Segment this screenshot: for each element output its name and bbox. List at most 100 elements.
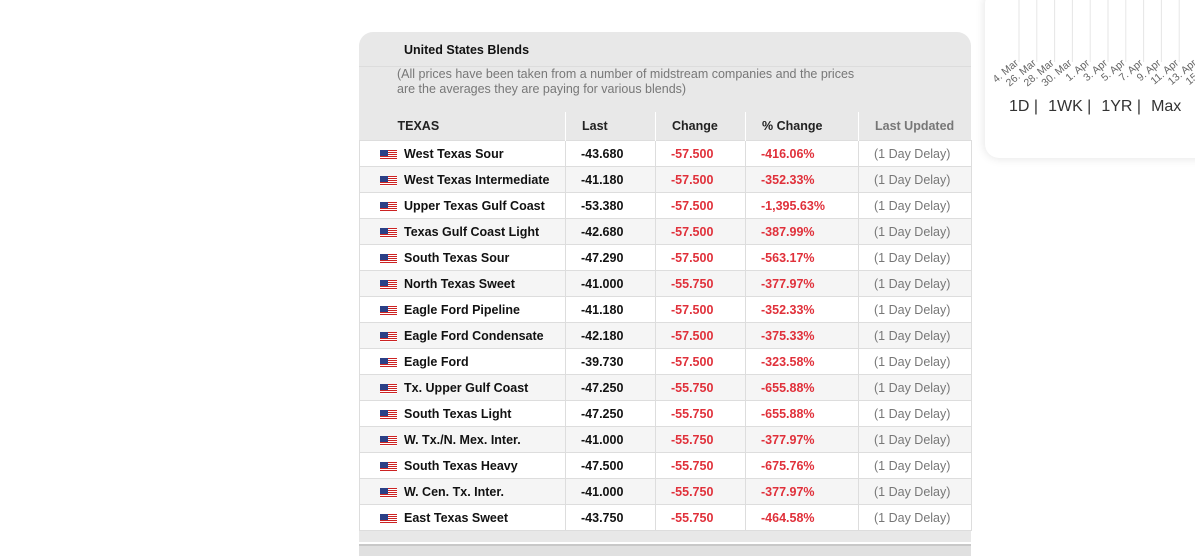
cell-text: -416.06% — [761, 146, 815, 161]
table-row: South Texas Light -47.250 -55.750 -655.88% (… — [359, 400, 972, 427]
cell: -377.97% — [745, 478, 859, 505]
cell: (1 Day Delay) — [858, 192, 972, 219]
table-row: South Texas Sour -47.290 -57.500 -563.17% (1… — [359, 244, 972, 271]
cell: -675.76% — [745, 452, 859, 479]
table-row: W. Cen. Tx. Inter. -41.000 -55.750 -377.97%… — [359, 478, 972, 505]
range-button[interactable]: 1WK | — [1048, 98, 1092, 115]
cell: (1 Day Delay) — [858, 374, 972, 401]
table-row: W. Tx./N. Mex. Inter. -41.000 -55.750 -377.… — [359, 426, 972, 453]
cell: -39.730 — [565, 348, 656, 375]
cell-text: -55.750 — [671, 458, 714, 473]
range-button[interactable]: Max — [1151, 98, 1182, 115]
cell-text: (1 Day Delay) — [874, 172, 951, 187]
cell-text: East Texas Sweet — [404, 510, 508, 525]
cell-text: (1 Day Delay) — [874, 328, 951, 343]
cell: West Texas Sour — [359, 140, 566, 167]
cell: -55.750 — [655, 400, 746, 427]
cell: -416.06% — [745, 140, 859, 167]
cell: -57.500 — [655, 192, 746, 219]
us-flag — [380, 487, 397, 498]
cell: (1 Day Delay) — [858, 322, 972, 349]
cell-text: -55.750 — [671, 484, 714, 499]
column-header: Last Updated — [858, 112, 972, 141]
us-flag — [380, 227, 397, 238]
column-header: TEXAS — [397, 119, 440, 133]
cell-text: -377.97% — [761, 432, 815, 447]
table-row: North Texas Sweet -41.000 -55.750 -377.97% (… — [359, 270, 972, 297]
us-flag — [380, 253, 397, 264]
cell-text: (1 Day Delay) — [874, 406, 951, 421]
cell-text: West Texas Intermediate — [404, 172, 550, 187]
table-row: Eagle Ford -39.730 -57.500 -323.58% (1 Day D… — [359, 348, 972, 375]
column-header: Change — [655, 112, 746, 141]
cell: Texas Gulf Coast Light — [359, 218, 566, 245]
us-flag — [380, 305, 397, 316]
cell: West Texas Intermediate — [359, 166, 566, 193]
cell: East Texas Sweet — [359, 504, 566, 531]
cell: -55.750 — [655, 426, 746, 453]
cell: W. Cen. Tx. Inter. — [359, 478, 566, 505]
cell: -57.500 — [655, 348, 746, 375]
cell: -377.97% — [745, 270, 859, 297]
cell: (1 Day Delay) — [858, 400, 972, 427]
blends-panel: United States Blends (All prices have be… — [359, 32, 972, 542]
us-flag — [380, 461, 397, 472]
cell: -655.88% — [745, 374, 859, 401]
cell-text: -47.290 — [581, 250, 624, 265]
cell-text: -375.33% — [761, 328, 815, 343]
table-row: Upper Texas Gulf Coast -53.380 -57.500 -1,3… — [359, 192, 972, 219]
cell: (1 Day Delay) — [858, 478, 972, 505]
cell-text: -352.33% — [761, 302, 815, 317]
cell-text: Upper Texas Gulf Coast — [404, 198, 545, 213]
cell: North Texas Sweet — [359, 270, 566, 297]
cell-text: -47.250 — [581, 406, 624, 421]
us-flag — [380, 435, 397, 446]
cell-text: -57.500 — [671, 302, 714, 317]
cell-text: -57.500 — [671, 250, 714, 265]
cell: (1 Day Delay) — [858, 296, 972, 323]
cell: -41.000 — [565, 426, 656, 453]
cell-text: -57.500 — [671, 198, 714, 213]
cell-text: (1 Day Delay) — [874, 432, 951, 447]
cell: -55.750 — [655, 504, 746, 531]
next-panel — [359, 544, 971, 556]
cell-text: -42.680 — [581, 224, 624, 239]
cell: -47.290 — [565, 244, 656, 271]
cell: South Texas Light — [359, 400, 566, 427]
cell: -1,395.63% — [745, 192, 859, 219]
us-flag — [380, 409, 397, 420]
cell: -563.17% — [745, 244, 859, 271]
cell: Eagle Ford Condensate — [359, 322, 566, 349]
cell: -55.750 — [655, 374, 746, 401]
cell: -655.88% — [745, 400, 859, 427]
table-row: West Texas Sour -43.680 -57.500 -416.06% (1 … — [359, 140, 972, 167]
cell-text: Texas Gulf Coast Light — [404, 224, 540, 239]
cell-text: -655.88% — [761, 406, 815, 421]
cell-text: -41.180 — [581, 172, 624, 187]
table-row: Eagle Ford Condensate -42.180 -57.500 -375.… — [359, 322, 972, 349]
cell-text: South Texas Heavy — [404, 458, 518, 473]
us-flag — [380, 149, 397, 160]
cell: -53.380 — [565, 192, 656, 219]
cell-text: -47.250 — [581, 380, 624, 395]
header-row: TEXAS Last Change% Change Last Updated — [360, 112, 972, 141]
us-flag — [380, 513, 397, 524]
cell: -464.58% — [745, 504, 859, 531]
panel-title: United States Blends — [404, 43, 530, 57]
cell: (1 Day Delay) — [858, 140, 972, 167]
us-flag — [380, 279, 397, 290]
cell-text: -41.000 — [581, 484, 624, 499]
cell: -352.33% — [745, 296, 859, 323]
panel-note: (All prices have been taken from a numbe… — [397, 67, 855, 96]
cell-text: -43.750 — [581, 510, 624, 525]
range-button[interactable]: 1D | — [1009, 98, 1039, 115]
cell: -57.500 — [655, 296, 746, 323]
cell: -55.750 — [655, 478, 746, 505]
range-button[interactable]: 1YR | — [1101, 98, 1142, 115]
cell: -323.58% — [745, 348, 859, 375]
cell-text: -655.88% — [761, 380, 815, 395]
column-header: % Change — [745, 112, 859, 141]
cell-text: -57.500 — [671, 328, 714, 343]
us-flag — [380, 175, 397, 186]
